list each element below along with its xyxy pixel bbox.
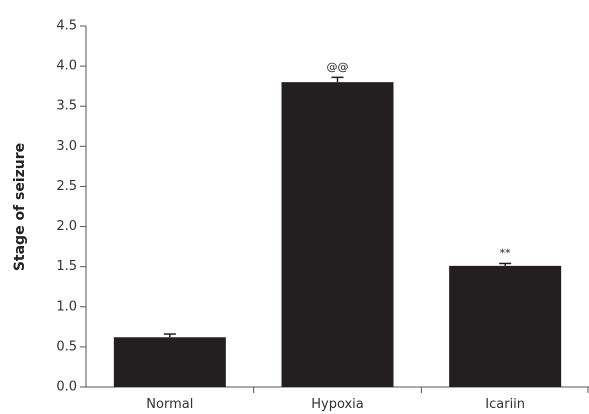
y-tick-label: 2.0 [56, 219, 77, 234]
y-tick-label: 1.5 [56, 259, 77, 274]
y-tick-label: 4.5 [56, 19, 77, 34]
y-tick-label: 0.5 [56, 339, 77, 354]
y-tick-label: 4.0 [56, 59, 77, 74]
y-tick-label: 0.0 [56, 380, 77, 395]
y-tick-label: 3.5 [56, 99, 77, 114]
significance-label: @@ [327, 60, 349, 73]
bar-icariin [449, 265, 562, 387]
bars-group: @@ ** [113, 60, 562, 388]
x-axis: Normal Hypoxia Icariin [86, 386, 589, 412]
y-axis: 0.0 0.5 1.0 1.5 2.0 2.5 3.0 3.5 4.0 4.5 [56, 19, 87, 395]
y-axis-title: Stage of seizure [12, 143, 28, 271]
x-tick-label: Icariin [485, 397, 525, 412]
y-tick-label: 1.0 [56, 299, 77, 314]
x-tick-label: Normal [146, 397, 193, 412]
x-tick-label: Hypoxia [311, 397, 364, 412]
y-tick-label: 2.5 [56, 179, 77, 194]
significance-label: ** [500, 246, 512, 259]
bar-normal [113, 337, 226, 387]
bar-hypoxia [281, 82, 394, 388]
y-tick-label: 3.0 [56, 139, 77, 154]
